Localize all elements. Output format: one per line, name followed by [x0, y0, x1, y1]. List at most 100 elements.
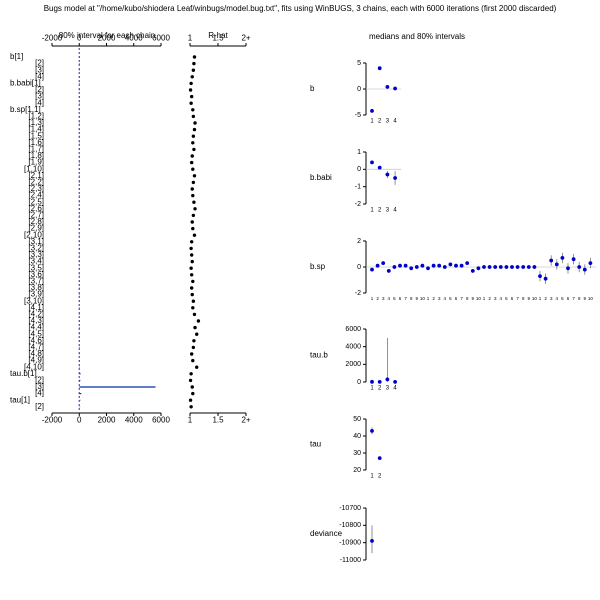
- median: [470, 269, 475, 273]
- x-tick-label: 8: [410, 296, 413, 301]
- median: [414, 265, 419, 269]
- x-tick-label: 8: [578, 296, 581, 301]
- x-tick-label: 4: [393, 208, 397, 214]
- medians-title: medians and 80% intervals: [369, 32, 465, 41]
- x-tick-label: 1: [188, 416, 193, 425]
- x-tick-label: 2: [378, 119, 382, 125]
- row-label: [3,6]: [28, 270, 44, 279]
- rhat-dot: [195, 332, 199, 336]
- x-tick-label: 7: [516, 296, 519, 301]
- x-tick-label: 4: [500, 296, 503, 301]
- x-tick-label: 7: [572, 296, 575, 301]
- x-tick-label: 1.5: [212, 34, 224, 43]
- rhat-dot: [189, 273, 194, 277]
- rhat-dot: [188, 398, 193, 402]
- median: [577, 265, 582, 269]
- median: [375, 263, 380, 268]
- x-tick-label: -2000: [42, 34, 63, 43]
- median: [448, 262, 453, 267]
- median: [398, 263, 402, 268]
- row-label: [1,3]: [28, 118, 44, 127]
- median: [377, 456, 382, 460]
- x-tick-label: 3: [386, 208, 390, 214]
- median: [393, 176, 397, 180]
- x-tick-label: 4: [388, 296, 391, 301]
- rhat-dot: [189, 352, 194, 356]
- median: [393, 380, 397, 384]
- x-tick-label: 10: [420, 296, 426, 301]
- rhat-dot: [192, 233, 197, 237]
- y-tick-label: -1: [355, 184, 361, 191]
- x-tick-label: 9: [416, 296, 419, 301]
- rhat-dot: [189, 286, 194, 290]
- median: [392, 265, 397, 269]
- x-tick-label: 2: [488, 296, 491, 301]
- median: [476, 266, 481, 271]
- x-tick-label: 1: [370, 119, 374, 125]
- row-label: [2]: [35, 376, 44, 385]
- rhat-dot: [189, 266, 193, 270]
- median: [385, 85, 390, 89]
- rhat-dot: [191, 114, 196, 119]
- x-tick-label: 9: [584, 296, 587, 301]
- x-tick-label: 3: [382, 296, 385, 301]
- rhat-dot: [190, 220, 194, 224]
- median: [521, 265, 526, 269]
- rhat-dot: [196, 319, 201, 323]
- rhat-dot: [191, 213, 196, 218]
- median: [515, 265, 520, 269]
- median: [588, 261, 593, 265]
- y-tick-label: -10800: [339, 522, 361, 529]
- x-tick-label: 3: [386, 119, 390, 125]
- median: [459, 263, 464, 268]
- row-label: [4,5]: [28, 329, 44, 338]
- x-tick-label: 5: [561, 296, 564, 301]
- median: [385, 172, 390, 177]
- row-label: [3]: [35, 65, 44, 74]
- x-tick-label: 9: [528, 296, 531, 301]
- x-tick-label: 4000: [125, 416, 143, 425]
- x-tick-label: 1: [188, 34, 193, 43]
- row-label: tau[1]: [10, 395, 30, 404]
- median: [532, 265, 537, 269]
- rhat-dot: [192, 147, 196, 152]
- rhat-dot: [189, 405, 193, 409]
- rhat-dot: [188, 378, 193, 383]
- median: [426, 266, 430, 271]
- row-label: b.sp[1,1]: [10, 105, 41, 114]
- x-tick-label: 2: [378, 386, 382, 392]
- rhat-dot: [191, 141, 195, 145]
- median: [431, 263, 436, 268]
- median: [571, 257, 576, 262]
- median: [538, 274, 542, 278]
- median: [420, 263, 425, 268]
- y-tick-label: 0: [357, 166, 361, 173]
- median: [393, 86, 397, 91]
- x-tick-label: 5: [505, 296, 508, 301]
- y-tick-label: 1: [357, 149, 361, 156]
- median: [482, 265, 486, 269]
- y-tick-label: -10700: [339, 505, 361, 512]
- rhat-dot: [190, 154, 194, 158]
- rhat-dot: [190, 385, 194, 389]
- row-label: [4]: [35, 98, 44, 107]
- x-tick-label: 10: [476, 296, 482, 301]
- rhat-dot: [191, 306, 195, 310]
- rhat-dot: [191, 345, 196, 350]
- row-label: [3,5]: [28, 263, 44, 272]
- median: [385, 377, 390, 382]
- x-tick-label: -2000: [42, 416, 63, 425]
- row-label: [3]: [35, 92, 44, 101]
- y-tick-label: 0: [357, 379, 361, 386]
- x-tick-label: 8: [522, 296, 525, 301]
- row-label: [2,4]: [28, 191, 44, 200]
- panel-label: b.babi: [310, 173, 332, 182]
- x-tick-label: 1.5: [212, 416, 224, 425]
- row-label: [1,5]: [28, 131, 44, 140]
- x-tick-label: 1: [370, 386, 374, 392]
- x-tick-label: 2: [378, 474, 382, 480]
- rhat-dot: [192, 61, 196, 66]
- row-label: [2,9]: [28, 224, 44, 233]
- median: [442, 265, 447, 269]
